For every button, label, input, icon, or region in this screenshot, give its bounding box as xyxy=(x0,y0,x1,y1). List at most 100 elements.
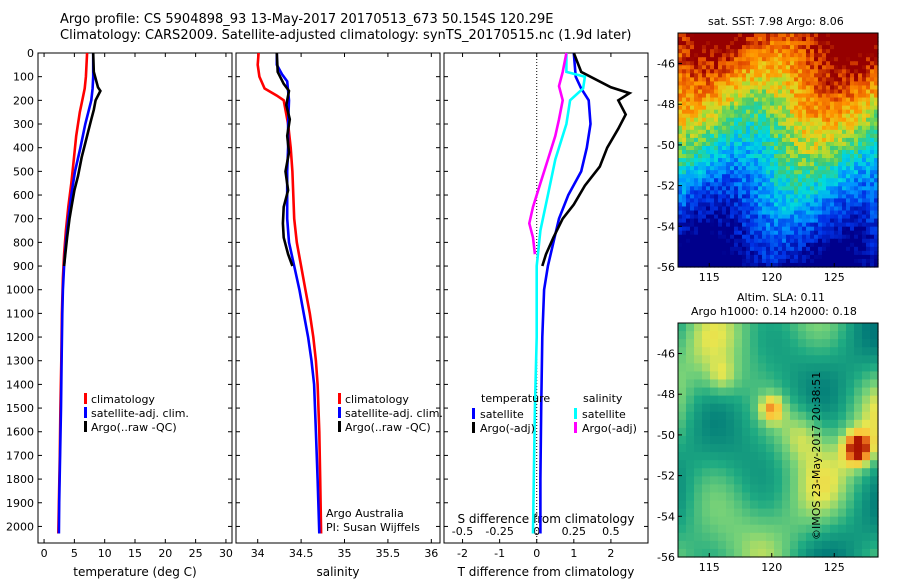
map-cell xyxy=(770,125,775,131)
map-cell xyxy=(858,162,863,167)
map-cell xyxy=(806,65,811,70)
map-cell xyxy=(854,137,859,143)
map-cell xyxy=(870,77,875,83)
map-cell xyxy=(826,150,831,155)
map-cell xyxy=(790,492,799,502)
map-cell xyxy=(834,37,839,42)
map-cell xyxy=(870,339,879,348)
map-cell xyxy=(718,206,723,212)
map-cell xyxy=(874,73,879,78)
map-cell xyxy=(798,540,807,550)
map-cell xyxy=(758,158,763,163)
map-cell xyxy=(686,145,691,151)
map-cell xyxy=(826,89,831,95)
map-cell xyxy=(802,170,807,175)
map-cell xyxy=(758,262,763,268)
map-cell xyxy=(742,444,751,453)
map-cell xyxy=(686,61,691,66)
map-cell xyxy=(694,395,703,405)
map-cell xyxy=(770,97,775,103)
map-cell xyxy=(858,97,863,103)
map-cell xyxy=(798,182,803,187)
map-cell xyxy=(726,73,731,78)
map-cell xyxy=(822,492,831,502)
map-cell xyxy=(810,61,815,66)
map-cell xyxy=(850,65,855,70)
map-cell xyxy=(742,137,747,143)
map-cell xyxy=(678,476,687,485)
map-cell xyxy=(718,73,723,78)
map-cell xyxy=(758,347,767,356)
map-cell xyxy=(710,41,715,46)
map-cell xyxy=(838,419,847,429)
map-cell xyxy=(846,57,851,62)
map-cell xyxy=(806,105,811,111)
map-cell xyxy=(678,246,683,252)
map-cell xyxy=(778,238,783,244)
map-cell xyxy=(854,174,859,179)
map-cell xyxy=(826,254,831,260)
map-cell xyxy=(834,154,839,159)
map-cell xyxy=(714,186,719,191)
map-cell xyxy=(726,379,735,389)
map-cell xyxy=(850,45,855,50)
map-cell xyxy=(862,101,867,107)
map-cell xyxy=(826,121,831,127)
map-cell xyxy=(678,194,683,200)
map-cell xyxy=(794,206,799,212)
map-cell xyxy=(726,262,731,268)
map-cell xyxy=(850,258,855,264)
map-cell xyxy=(722,57,727,62)
map-cell xyxy=(758,69,763,74)
map-cell xyxy=(850,262,855,268)
map-cell xyxy=(834,33,839,38)
map-cell xyxy=(742,73,747,78)
map-cell xyxy=(770,33,775,38)
map-cell xyxy=(782,226,787,232)
map-cell xyxy=(742,145,747,151)
map-cell xyxy=(682,69,687,74)
map-cell xyxy=(782,258,787,264)
map-cell xyxy=(766,145,771,151)
map-cell xyxy=(758,145,763,151)
map-cell xyxy=(798,85,803,91)
map-cell xyxy=(726,141,731,147)
map-cell xyxy=(738,242,743,248)
map-cell xyxy=(830,166,835,171)
map-cell xyxy=(870,69,875,74)
map-cell xyxy=(774,258,779,264)
map-cell xyxy=(766,331,775,340)
map-cell xyxy=(858,210,863,216)
map-cell xyxy=(830,371,839,381)
map-cell xyxy=(726,234,731,240)
map-cell xyxy=(838,154,843,159)
map-cell xyxy=(786,53,791,58)
map-cell xyxy=(870,45,875,50)
y-tick-label: 2000 xyxy=(6,520,34,533)
map-cell xyxy=(686,65,691,70)
sla-map-title-line1: Altim. SLA: 0.11 xyxy=(737,291,826,304)
map-cell xyxy=(838,202,843,208)
map-cell xyxy=(798,484,807,494)
map-cell xyxy=(746,230,751,236)
map-cell xyxy=(714,133,719,139)
map-cell xyxy=(678,230,683,236)
map-cell xyxy=(694,141,699,147)
map-cell xyxy=(786,113,791,119)
map-cell xyxy=(806,508,815,518)
map-cell xyxy=(738,113,743,119)
map-cell xyxy=(818,190,823,195)
map-cell xyxy=(738,61,743,66)
map-cell xyxy=(830,238,835,244)
map-cell xyxy=(758,154,763,159)
map-cell xyxy=(718,190,723,195)
map-cell xyxy=(746,109,751,115)
map-cell xyxy=(778,230,783,236)
map-cell xyxy=(750,532,759,542)
map-cell xyxy=(818,113,823,119)
map-cell xyxy=(794,194,799,200)
map-cell xyxy=(682,246,687,252)
map-cell xyxy=(686,226,691,232)
map-cell xyxy=(678,174,683,179)
map-cell xyxy=(834,145,839,151)
